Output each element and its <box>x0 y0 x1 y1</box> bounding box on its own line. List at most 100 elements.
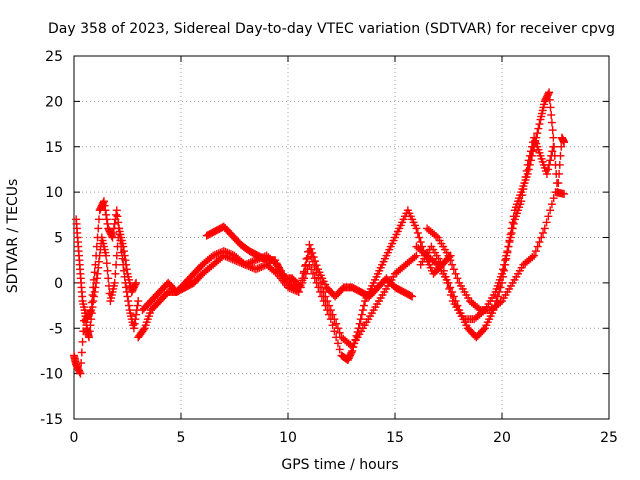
x-tick-label: 0 <box>70 430 79 446</box>
data-point-track-a <box>110 278 119 287</box>
data-point-track-g <box>499 265 508 274</box>
data-point-track-c <box>333 339 342 348</box>
data-point-track-b <box>129 324 138 333</box>
y-tick-label: -15 <box>40 412 63 428</box>
data-point-track-g <box>520 179 529 188</box>
data-point-track-e <box>305 240 314 249</box>
data-point-track-g <box>501 256 510 265</box>
data-point-track-d <box>212 250 221 259</box>
data-point-track-c <box>255 263 264 272</box>
data-point-track-e <box>309 253 318 262</box>
data-point-track-g <box>506 233 515 242</box>
data-point-track-d <box>223 248 232 257</box>
data-point-track-g <box>508 224 517 233</box>
x-tick-label: 20 <box>493 430 511 446</box>
data-point-track-d <box>294 287 303 296</box>
data-point-track-g <box>524 156 533 165</box>
data-point-track-h <box>496 298 505 307</box>
data-point-track-a <box>131 280 140 289</box>
data-point-track-b <box>86 307 95 316</box>
data-point-track-h <box>531 247 540 256</box>
data-point-track-b <box>92 242 101 251</box>
data-point-track-d <box>321 292 330 301</box>
data-point-track-g <box>439 266 448 275</box>
data-point-track-a <box>112 251 121 260</box>
data-point-track-c <box>416 238 425 247</box>
y-tick-label: 0 <box>54 276 63 292</box>
data-point-track-a <box>77 348 86 357</box>
data-point-track-e <box>408 292 417 301</box>
data-point-track-a <box>78 337 87 346</box>
data-point-track-c <box>357 310 366 319</box>
data-point-track-f <box>546 103 555 112</box>
data-point-track-b <box>130 319 139 328</box>
data-point-track-h <box>530 251 539 260</box>
data-point-track-h <box>451 269 460 278</box>
data-point-track-b <box>116 236 125 245</box>
data-point-track-d <box>216 248 225 257</box>
data-point-track-g <box>544 165 553 174</box>
data-point-track-a <box>84 333 93 342</box>
data-point-track-d <box>332 319 341 328</box>
data-point-track-b <box>132 310 141 319</box>
data-point-track-b <box>87 306 96 315</box>
x-tick-label: 5 <box>177 430 186 446</box>
x-tick-label: 10 <box>279 430 297 446</box>
data-point-track-a <box>102 251 111 260</box>
data-point-track-b <box>114 224 123 233</box>
y-tick-label: -5 <box>49 321 63 337</box>
data-point-track-g <box>441 272 450 281</box>
data-point-track-g <box>500 260 509 269</box>
data-point-track-b <box>117 242 126 251</box>
data-point-track-d <box>248 257 257 266</box>
grid <box>74 56 609 419</box>
data-point-track-e <box>308 248 317 257</box>
y-tick-label: 25 <box>45 49 63 65</box>
data-point-track-f <box>446 283 455 292</box>
data-point-track-h <box>432 231 441 240</box>
data-point-track-b <box>99 197 108 206</box>
data-point-track-e <box>298 276 307 285</box>
data-point-track-b <box>124 297 133 306</box>
ticks: 0 5 10 15 20 25 -15 -10 -5 0 5 10 15 20 25 <box>40 49 618 446</box>
data-point-track-g <box>504 242 513 251</box>
data-point-track-h <box>560 189 569 198</box>
data-point-track-c <box>335 345 344 354</box>
data-point-track-h <box>528 253 537 262</box>
data-point-track-g <box>517 197 526 206</box>
chart-title: Day 358 of 2023, Sidereal Day-to-day VTE… <box>48 21 615 37</box>
data-point-track-c <box>310 274 319 283</box>
data-point-track-f <box>479 325 488 334</box>
data-point-track-d <box>301 260 310 269</box>
data-point-track-d <box>326 306 335 315</box>
data-point-track-g <box>549 142 558 151</box>
data-point-track-g <box>522 166 531 175</box>
data-point-track-d <box>210 250 219 259</box>
data-point-track-b <box>102 215 111 224</box>
data-point-track-g <box>502 251 511 260</box>
data-point-track-h <box>547 200 556 209</box>
data-point-track-c <box>415 233 424 242</box>
data-point-track-f <box>493 292 502 301</box>
data-point-track-d <box>330 315 339 324</box>
data-point-track-d <box>412 251 421 260</box>
data-point-track-b <box>87 298 96 307</box>
data-point-track-b <box>102 210 111 219</box>
data-point-track-c <box>356 315 365 324</box>
data-point-track-c <box>412 224 421 233</box>
data-point-track-d <box>328 310 337 319</box>
data-point-track-b <box>122 283 131 292</box>
data-point-track-d <box>335 328 344 337</box>
data-point-track-h <box>544 212 553 221</box>
data-point-track-c <box>358 306 367 315</box>
data-point-track-g <box>503 247 512 256</box>
data-point-track-g <box>542 169 551 178</box>
data-point-track-h <box>546 206 555 215</box>
data-point-track-f <box>560 138 569 147</box>
data-point-track-g <box>546 156 555 165</box>
data-point-track-d <box>209 251 218 260</box>
data-point-track-b <box>120 272 129 281</box>
data-point-track-h <box>540 224 549 233</box>
data-point-track-d <box>250 256 259 265</box>
data-point-track-g <box>519 185 528 194</box>
